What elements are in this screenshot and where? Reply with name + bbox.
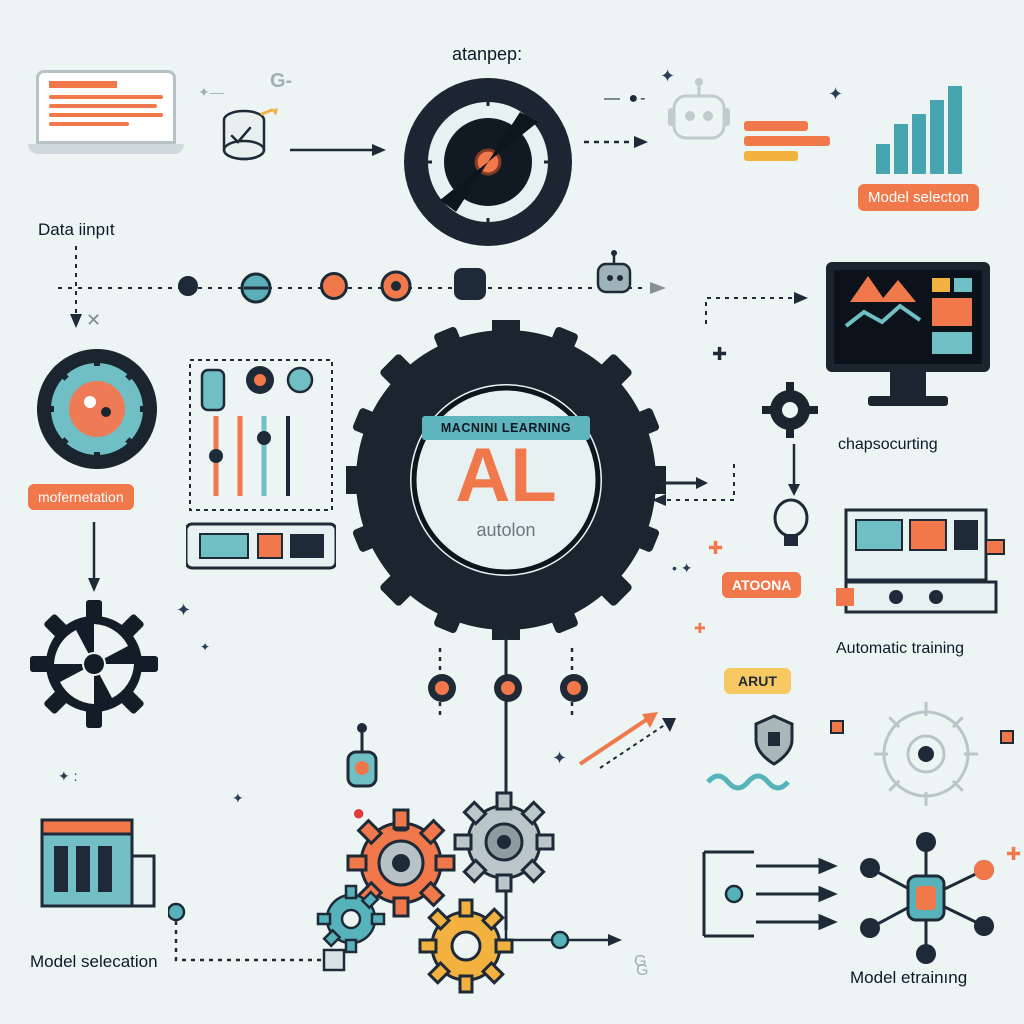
- bulb-icon: [768, 498, 814, 559]
- lens-node-icon: [490, 670, 526, 711]
- lens-node-icon: [556, 670, 592, 711]
- arrow-down-left: [84, 522, 104, 594]
- gear-main-text: AL: [346, 438, 666, 514]
- bracket-output-icon: [694, 836, 844, 956]
- sparkle-icon: ✦: [232, 790, 244, 807]
- arrow-down-from-top: [66, 246, 86, 330]
- dotted-connector-row: [58, 264, 668, 314]
- plus-icon: ✚: [1006, 844, 1021, 865]
- wheel-icon: [32, 344, 162, 479]
- sparkle-icon: ✦: [552, 748, 567, 769]
- node: [320, 272, 348, 300]
- arrow-down-right: [784, 444, 804, 498]
- node: [238, 270, 274, 311]
- beacon-icon: [336, 720, 388, 801]
- g-stub-icon: G: [636, 962, 648, 980]
- node: [448, 262, 492, 311]
- sparkle-icon: ✦: [176, 600, 191, 621]
- sparkle-icon: ✦ :: [58, 768, 78, 785]
- arrow-compass-right: [584, 132, 650, 152]
- fan-gear-icon: [30, 600, 158, 733]
- sparkle-icon: ✦: [660, 66, 675, 87]
- factory-machine-icon: [836, 490, 1006, 635]
- arrow-up-to-monitor: [700, 284, 810, 334]
- building-icon: [36, 806, 156, 921]
- tiny-square: [830, 720, 844, 734]
- monitor-icon: [820, 256, 996, 417]
- bar-chart: [876, 84, 962, 174]
- gear-sub-text: autolon: [346, 520, 666, 541]
- sparkle-icon: ✦: [200, 640, 210, 654]
- bottom-path: G: [168, 900, 688, 990]
- top-title: atanpep:: [452, 44, 522, 65]
- node: [178, 276, 198, 296]
- robot-small-icon: [588, 250, 640, 311]
- model-selection-pill: Model selecton: [858, 184, 979, 211]
- mini-bars-icon: [744, 116, 830, 166]
- database-icon: [218, 108, 280, 183]
- decor-dash-dot: — ●-: [604, 90, 647, 108]
- stub-cross-icon: ✦—: [198, 84, 224, 101]
- plus-icon: ✚: [712, 344, 727, 365]
- compass-icon: [398, 72, 578, 257]
- model-selection-bottom-label: Model selecation: [30, 952, 158, 972]
- gear-grey-icon: [452, 790, 556, 899]
- ghost-cog-icon: [866, 694, 986, 819]
- robot-outline-icon: [660, 78, 738, 173]
- cog-cluster-icon: [760, 380, 820, 445]
- plus-icon: ✚: [694, 620, 706, 637]
- atoona-pill: ATOONA: [722, 572, 801, 598]
- information-pill: mofernetation: [28, 484, 134, 510]
- network-icon: [846, 828, 1006, 973]
- model-training-label: Model etrainıng: [850, 968, 967, 988]
- data-input-label: Data iinpıt: [38, 220, 115, 240]
- chart-counting-label: chapsocurting: [838, 436, 938, 454]
- shield-icon: [750, 712, 798, 773]
- cross-icon: ✕: [86, 310, 101, 331]
- g-stub-icon: G-: [270, 70, 292, 93]
- laptop-icon: [36, 70, 176, 154]
- sparkle-icon: ✦: [828, 84, 843, 105]
- diag-arrows: [576, 706, 696, 776]
- sparkle-icon: • ✦: [672, 560, 693, 577]
- arrow-db-to-compass: [290, 140, 390, 160]
- tiny-square: [1000, 730, 1014, 744]
- lens-node-icon: [424, 670, 460, 711]
- wave-icon: [706, 770, 790, 799]
- circuit-icon: [186, 356, 336, 581]
- plus-icon: ✚: [708, 538, 723, 559]
- automatic-training-label: Automatic training: [836, 640, 964, 658]
- node: [378, 268, 414, 309]
- arrow-right-of-gear: [660, 474, 710, 492]
- arut-pill: ARUT: [724, 668, 791, 694]
